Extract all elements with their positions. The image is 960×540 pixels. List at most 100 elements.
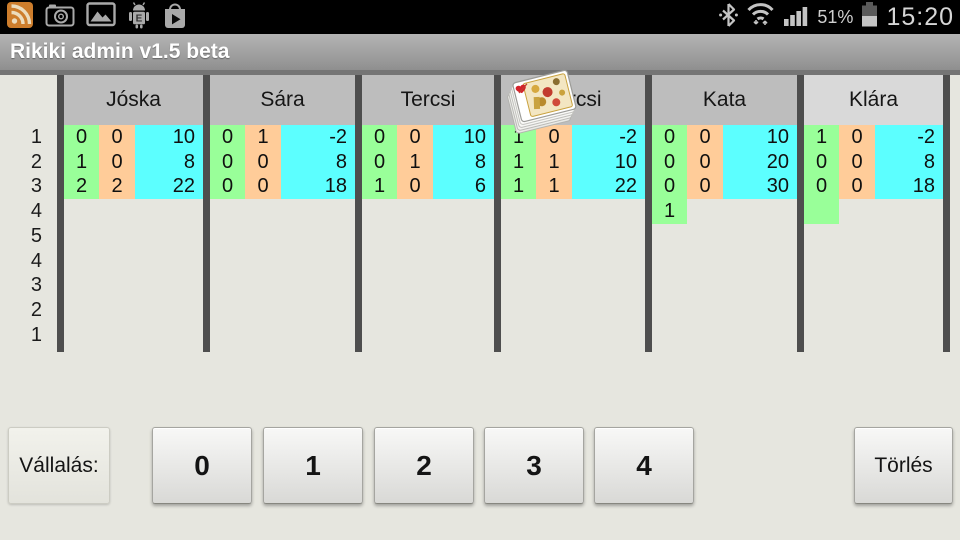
bid-cell: 0 (210, 174, 245, 200)
tricks-cell: 0 (99, 125, 135, 150)
bid-label: Vállalás: (8, 427, 110, 504)
round-label: 5 (30, 224, 42, 247)
round-label: 4 (30, 249, 42, 272)
bid-cell: 0 (804, 174, 839, 200)
battery-icon (860, 1, 879, 33)
camera-icon (45, 2, 75, 33)
tricks-cell: 0 (397, 174, 433, 200)
score-cell: 8 (433, 149, 494, 175)
tricks-cell: 0 (839, 174, 875, 200)
signal-strength-icon (783, 2, 810, 33)
dealer-cards-icon (498, 66, 584, 145)
column-separator (355, 75, 362, 352)
player-header-tercsi: Tercsi (362, 75, 494, 125)
tricks-cell: 2 (99, 174, 135, 200)
player-header-klara: Klára (804, 75, 943, 125)
tricks-cell: 0 (687, 174, 723, 200)
round-label: 3 (30, 175, 42, 198)
column-separator (645, 75, 652, 352)
round-label: 3 (30, 274, 42, 297)
column-separator (494, 75, 501, 352)
tricks-cell: 0 (397, 125, 433, 150)
title-bar: Rikiki admin v1.5 beta (0, 34, 960, 70)
tricks-cell: 0 (245, 174, 281, 200)
bid-2-button[interactable]: 2 (374, 427, 474, 504)
bid-cell: 0 (210, 125, 245, 150)
score-cell: -2 (281, 125, 355, 150)
score-cell: 8 (281, 149, 355, 175)
tricks-cell: 1 (536, 174, 572, 200)
bid-cell: 0 (652, 149, 687, 175)
round-label: 1 (30, 323, 42, 346)
score-cell: 8 (875, 149, 943, 175)
bid-3-button[interactable]: 3 (484, 427, 584, 504)
bid-cell: 2 (64, 174, 99, 200)
bid-cell: 1 (804, 125, 839, 150)
tricks-cell: 0 (536, 125, 572, 150)
tricks-cell: 1 (536, 149, 572, 175)
wifi-icon (745, 1, 776, 33)
bid-cell: 0 (362, 149, 397, 175)
round-label: 2 (30, 150, 42, 173)
tricks-cell: 0 (839, 149, 875, 175)
player-header-sara: Sára (210, 75, 355, 125)
status-bar-left: E (6, 1, 188, 34)
score-cell: 10 (572, 149, 645, 175)
bid-0-button[interactable]: 0 (152, 427, 252, 504)
tricks-cell: 1 (245, 125, 281, 150)
bid-4-button[interactable]: 4 (594, 427, 694, 504)
column-separator (203, 75, 210, 352)
svg-text:E: E (136, 13, 143, 24)
score-cell: 30 (723, 174, 797, 200)
score-cell: 22 (135, 174, 203, 200)
bluetooth-icon (719, 2, 739, 33)
column-separator (57, 75, 64, 352)
score-cell: 18 (875, 174, 943, 200)
battery-percent: 51% (817, 6, 854, 27)
bid-cell: 1 (64, 149, 99, 175)
title-bar-shadow (0, 70, 960, 75)
score-cell: 10 (723, 125, 797, 150)
bid-cell: 1 (652, 199, 687, 224)
score-cell: 6 (433, 174, 494, 200)
bid-cell: 0 (652, 174, 687, 200)
player-header-joska: Jóska (64, 75, 203, 125)
tricks-cell: 0 (687, 149, 723, 175)
tricks-cell: 0 (687, 125, 723, 150)
score-cell: -2 (875, 125, 943, 150)
round-label: 4 (30, 200, 42, 223)
bid-cell: 0 (804, 149, 839, 175)
gallery-icon (86, 2, 116, 32)
player-header-kata: Kata (652, 75, 797, 125)
bid-cell: 1 (362, 174, 397, 200)
bid-cell: 0 (652, 125, 687, 150)
tricks-cell: 0 (99, 149, 135, 175)
bid-1-button[interactable]: 1 (263, 427, 363, 504)
score-cell: -2 (572, 125, 645, 150)
android-email-icon: E (127, 1, 151, 34)
column-separator (943, 75, 950, 352)
tricks-cell: 1 (397, 149, 433, 175)
rss-feed-app-icon (6, 1, 34, 34)
score-cell: 8 (135, 149, 203, 175)
score-cell: 20 (723, 149, 797, 175)
bid-cell: 1 (501, 149, 536, 175)
app-title: Rikiki admin v1.5 beta (10, 40, 230, 63)
score-cell: 10 (135, 125, 203, 150)
tricks-cell: 0 (245, 149, 281, 175)
tricks-cell: 0 (839, 125, 875, 150)
clear-button[interactable]: Törlés (854, 427, 953, 504)
bid-cell: 0 (210, 149, 245, 175)
play-store-icon (162, 1, 188, 34)
status-bar: E (0, 0, 960, 34)
status-bar-right: 51% 15:20 (719, 1, 954, 33)
bid-cell: 0 (362, 125, 397, 150)
score-cell: 22 (572, 174, 645, 200)
bid-cell (804, 199, 839, 224)
round-label: 2 (30, 298, 42, 321)
clock: 15:20 (886, 2, 954, 31)
column-separator (797, 75, 804, 352)
score-cell: 10 (433, 125, 494, 150)
